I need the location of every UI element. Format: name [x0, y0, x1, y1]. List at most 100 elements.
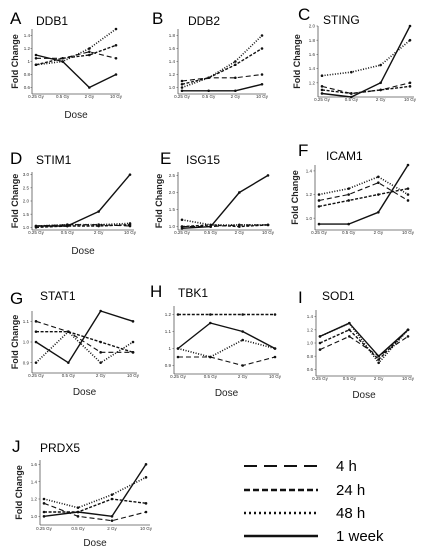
series-line-24h: [321, 85, 411, 95]
y-tick-label: 1.4: [31, 479, 38, 484]
panel-title: ISG15: [186, 153, 220, 167]
data-point: [207, 76, 210, 80]
data-point: [377, 175, 380, 179]
y-tick-label: 1.0: [23, 225, 30, 230]
data-point: [348, 321, 351, 325]
data-point: [320, 85, 324, 88]
series-line-4h: [35, 320, 133, 353]
data-point: [406, 328, 410, 332]
y-tick-label: 1: [27, 59, 30, 64]
y-tick-label: 2.0: [23, 199, 30, 204]
data-point: [241, 330, 244, 333]
data-point: [406, 335, 410, 338]
x-axis-label: Dose: [352, 390, 376, 401]
y-tick-label: 1.2: [24, 46, 31, 51]
x-tick-label: 10 Gy: [124, 230, 137, 235]
panel-letter: H: [150, 282, 162, 301]
panel-letter: C: [298, 5, 310, 24]
x-tick-label: 2 Gy: [85, 94, 95, 99]
series-line-4h: [319, 335, 409, 357]
panel-title: PRDX5: [40, 441, 80, 455]
panel-title: STIM1: [36, 153, 72, 167]
data-point: [318, 341, 322, 345]
series-line-1w: [36, 174, 131, 227]
legend-label-4h: 4 h: [336, 458, 357, 475]
data-point: [347, 222, 350, 226]
data-point: [114, 73, 118, 76]
y-tick-label: 1.4: [24, 33, 31, 38]
data-point: [61, 60, 64, 63]
legend-label-1w: 1 week: [336, 528, 384, 545]
x-axis-label: Dose: [215, 388, 239, 399]
data-point: [260, 34, 264, 37]
data-point: [42, 502, 46, 505]
data-point: [377, 358, 380, 361]
y-tick-label: 2.5: [23, 185, 30, 190]
x-tick-label: 0.25 Gy: [311, 230, 328, 235]
y-tick-label: 1.4: [309, 66, 316, 71]
data-point: [317, 222, 321, 226]
data-point: [317, 199, 321, 202]
y-tick-label: 1.1: [165, 329, 172, 334]
y-tick-label: 1.0: [169, 85, 176, 90]
data-point: [114, 56, 118, 60]
data-point: [266, 174, 270, 177]
y-tick-label: 3.0: [23, 172, 30, 177]
panel-i: I SOD1 0.6 0.8 1.0 1.2 1.4 0.25 Gy 0.5 Gy 2 Gy 10 …: [298, 288, 415, 401]
y-tick-label: 1.8: [169, 33, 176, 38]
y-tick-label: 1.5: [169, 207, 176, 212]
y-tick-label: 1.4: [306, 169, 313, 174]
data-point: [209, 225, 212, 228]
data-point: [144, 463, 148, 466]
data-point: [114, 27, 118, 31]
data-point: [241, 338, 244, 342]
data-point: [88, 86, 91, 89]
series-line-1w: [43, 463, 147, 517]
y-tick-label: 1.0: [169, 224, 176, 229]
x-axis-label: Dose: [83, 538, 107, 549]
series-line-1w: [319, 164, 409, 225]
data-point: [42, 515, 46, 518]
data-point: [408, 81, 412, 85]
y-axis-label: Fold Change: [10, 315, 20, 370]
y-tick-label: 1.8: [309, 38, 316, 43]
data-point: [76, 506, 80, 509]
data-point: [318, 335, 322, 338]
y-tick-label: 0.9: [23, 360, 30, 365]
x-tick-label: 10 Gy: [402, 376, 415, 381]
data-point: [238, 223, 241, 227]
series-line-24h: [36, 331, 134, 353]
y-tick-label: 1.4: [307, 314, 314, 319]
data-point: [99, 361, 102, 364]
x-tick-label: 10 Gy: [256, 94, 269, 99]
x-tick-label: 10 Gy: [269, 374, 282, 379]
data-point: [238, 191, 241, 194]
x-axis-label: Dose: [64, 110, 88, 121]
x-tick-label: 2 Gy: [374, 230, 384, 235]
data-point: [144, 510, 148, 514]
data-point: [406, 199, 410, 202]
series-line-24h: [181, 47, 263, 85]
data-point: [347, 199, 350, 202]
x-tick-label: 0.25 Gy: [312, 376, 329, 381]
panel-title: SOD1: [322, 289, 355, 303]
data-point: [377, 354, 380, 358]
data-point: [377, 193, 380, 196]
y-axis-label: Fold Change: [292, 34, 302, 89]
x-tick-label: 10 Gy: [140, 526, 153, 531]
series-line-48h: [181, 219, 268, 226]
series-line-1w: [181, 174, 269, 229]
data-point: [348, 335, 351, 338]
series-line-4h: [181, 73, 263, 82]
x-tick-label: 2 Gy: [96, 373, 106, 378]
panel-letter: B: [152, 9, 163, 28]
data-point: [76, 510, 80, 514]
series-line-48h: [177, 339, 276, 358]
series-line-48h: [35, 28, 117, 66]
data-point: [180, 218, 184, 222]
panel-b: B DDB2 1.0 1.2 1.4 1.6 1.8 0.25 Gy 0.5 Gy 2 Gy 10 …: [152, 9, 269, 99]
panel-letter: A: [10, 9, 22, 28]
y-tick-label: 2.0: [169, 190, 176, 195]
x-tick-label: 2 Gy: [374, 376, 384, 381]
data-point: [241, 313, 244, 316]
